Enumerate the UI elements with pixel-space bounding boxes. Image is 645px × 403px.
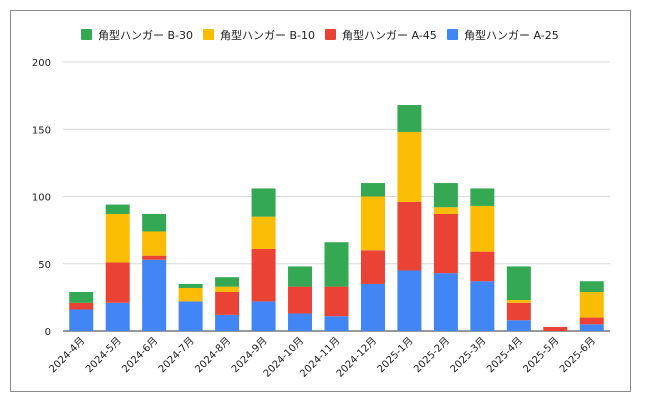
bar-segment <box>288 286 313 314</box>
bar-segment <box>433 273 458 331</box>
bar-segment <box>69 291 94 303</box>
legend-swatch <box>81 29 92 40</box>
legend-item: 角型ハンガー A-25 <box>447 28 559 42</box>
legend-swatch <box>447 29 458 40</box>
bar-segment <box>579 317 604 325</box>
x-tick-label: 2025-1月 <box>375 335 416 376</box>
y-tick-label: 200 <box>32 58 51 69</box>
x-tick-label: 2024-7月 <box>156 335 197 376</box>
y-tick-label: 50 <box>38 260 51 271</box>
bar-segment <box>397 201 422 271</box>
bar-segment <box>178 283 203 288</box>
bars <box>69 105 604 331</box>
bar-segment <box>433 183 458 208</box>
bar-segment <box>470 281 495 331</box>
bar-segment <box>178 287 203 302</box>
x-tick-label: 2025-3月 <box>448 335 489 376</box>
legend-item: 角型ハンガー A-45 <box>325 28 437 42</box>
bar-segment <box>506 302 531 321</box>
legend-label: 角型ハンガー B-10 <box>220 28 315 42</box>
bar-segment <box>288 266 313 287</box>
legend-swatch <box>203 29 214 40</box>
bar-segment <box>142 213 167 232</box>
bar-segment <box>397 270 422 331</box>
bar-segment <box>360 250 385 284</box>
bar-segment <box>324 286 349 317</box>
bar-segment <box>506 266 531 301</box>
bar-segment <box>470 188 495 206</box>
bar-segment <box>251 216 276 249</box>
bar-segment <box>105 262 130 303</box>
legend-swatch <box>325 29 336 40</box>
bar-segment <box>324 316 349 331</box>
x-tick-label: 2024-6月 <box>120 335 161 376</box>
bar-segment <box>397 105 422 132</box>
bar-segment <box>433 213 458 274</box>
bar-segment <box>470 251 495 282</box>
bar-segment <box>579 324 604 331</box>
x-tick-label: 2025-2月 <box>411 335 452 376</box>
legend-label: 角型ハンガー A-25 <box>464 28 559 42</box>
bar-segment <box>142 231 167 256</box>
bar-segment <box>69 302 94 310</box>
x-tick-label: 2025-5月 <box>521 335 562 376</box>
bar-segment <box>215 314 240 331</box>
stacked-bar-chart: 0 50 100 150 200 2024-4月2024-5月2024-6月2024-7… <box>32 28 610 380</box>
bar-segment <box>543 326 568 331</box>
y-axis: 0 50 100 150 200 <box>32 58 51 338</box>
bar-segment <box>579 281 604 292</box>
bar-segment <box>433 207 458 214</box>
bar-segment <box>105 302 130 331</box>
legend-item: 角型ハンガー B-10 <box>203 28 315 42</box>
bar-segment <box>215 286 240 292</box>
legend-label: 角型ハンガー A-45 <box>342 28 437 42</box>
legend-item: 角型ハンガー B-30 <box>81 28 193 42</box>
bar-segment <box>251 188 276 217</box>
bar-segment <box>142 255 167 260</box>
bar-segment <box>288 313 313 331</box>
bar-segment <box>506 300 531 303</box>
x-tick-label: 2024-4月 <box>47 335 88 376</box>
legend: 角型ハンガー B-30 角型ハンガー B-10 角型ハンガー A-45 角型ハンガー … <box>81 28 559 42</box>
bar-segment <box>215 277 240 287</box>
x-tick-label: 2024-5月 <box>83 335 124 376</box>
bar-segment <box>579 291 604 318</box>
y-tick-label: 100 <box>32 193 51 204</box>
chart-frame: 0 50 100 150 200 2024-4月 2024-5月 2024-6月 2024-7… <box>10 10 631 392</box>
bar-segment <box>69 309 94 331</box>
bar-segment <box>251 301 276 331</box>
x-tick-label: 2024-8月 <box>193 335 234 376</box>
bar-segment <box>251 248 276 302</box>
y-tick-label: 150 <box>32 125 51 136</box>
bar-segment <box>360 283 385 331</box>
bar-segment <box>506 320 531 331</box>
bar-segment <box>215 291 240 315</box>
bar-segment <box>105 213 130 263</box>
legend-label: 角型ハンガー B-30 <box>98 28 193 42</box>
bar-segment <box>360 196 385 251</box>
x-tick-label: 2025-6月 <box>557 335 598 376</box>
bar-segment <box>360 183 385 197</box>
bar-segment <box>324 242 349 287</box>
bar-segment <box>397 131 422 202</box>
bar-segment <box>142 259 167 331</box>
y-tick-label: 0 <box>45 327 51 338</box>
bar-segment <box>178 301 203 331</box>
x-tick-label: 2025-4月 <box>484 335 525 376</box>
x-axis: 2024-4月2024-5月2024-6月2024-7月2024-8月2024-… <box>47 335 598 380</box>
bar-segment <box>470 205 495 252</box>
bar-segment <box>105 204 130 214</box>
